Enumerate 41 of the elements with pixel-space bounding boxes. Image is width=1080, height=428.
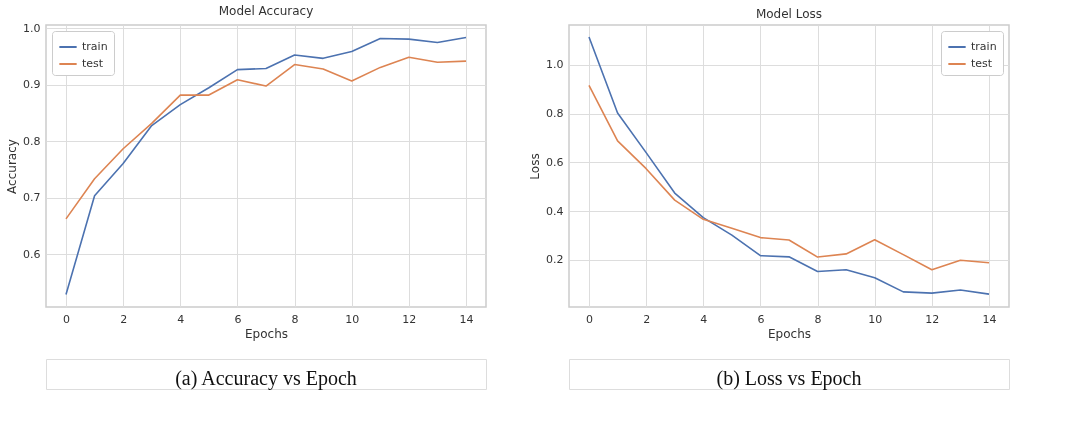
x-tick-label: 2 [120, 312, 128, 326]
y-tick-label: 1.0 [546, 58, 564, 72]
text: (b) Loss vs Epoch [716, 367, 862, 390]
legend-label: test [971, 57, 993, 70]
y-axis-title: Accuracy [5, 139, 20, 194]
legend-label: test [82, 57, 104, 70]
x-tick-label: 2 [643, 312, 651, 326]
x-tick-label: 8 [814, 312, 822, 326]
y-tick-label: 0.9 [23, 78, 41, 92]
x-tick-label: 4 [700, 312, 708, 326]
text: (a) Accuracy vs Epoch [175, 367, 357, 390]
chart-title: Model Accuracy [218, 4, 314, 19]
legend-label: train [82, 40, 108, 53]
x-tick-label: 4 [177, 312, 185, 326]
y-tick-label: 0.8 [23, 134, 41, 148]
y-tick-label: 0.6 [23, 247, 41, 261]
x-tick-label: 0 [586, 312, 593, 326]
y-tick-label: 0.7 [23, 191, 41, 205]
x-tick-label: 6 [234, 312, 242, 326]
chart-title: Model Loss [755, 7, 823, 21]
y-tick-label: 0.2 [546, 253, 564, 267]
y-axis-title: Loss [528, 153, 543, 180]
legend-label: train [971, 40, 997, 53]
x-tick-label: 14 [459, 312, 474, 326]
y-tick-label: 1.0 [23, 21, 41, 35]
y-tick-label: 0.4 [546, 204, 564, 218]
x-tick-label: 12 [925, 312, 940, 326]
y-tick-label: 0.6 [546, 155, 564, 169]
x-tick-label: 0 [63, 312, 70, 326]
x-tick-label: 10 [868, 312, 883, 326]
x-tick-label: 6 [757, 312, 765, 326]
line-series [65, 36, 467, 296]
y-tick-label: 0.8 [546, 107, 564, 121]
x-axis-title: Epochs [768, 326, 811, 341]
x-axis-title: Epochs [245, 326, 288, 341]
line-series [588, 84, 990, 271]
x-tick-label: 8 [291, 312, 299, 326]
x-tick-label: 14 [982, 312, 997, 326]
x-tick-label: 12 [402, 312, 417, 326]
x-tick-label: 10 [345, 312, 360, 326]
line-series [65, 56, 467, 220]
